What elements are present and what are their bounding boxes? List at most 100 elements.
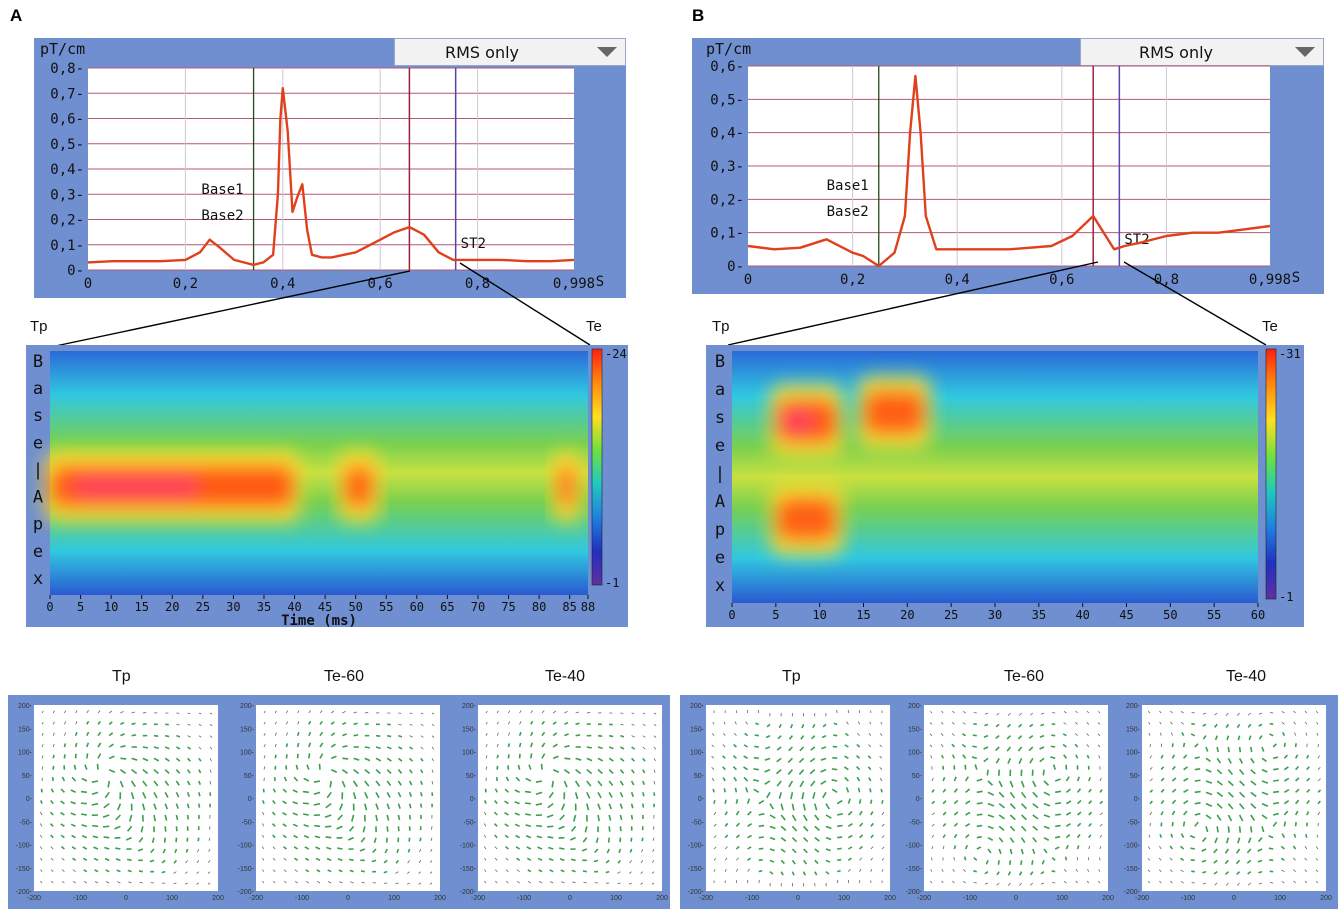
field-arrow <box>540 763 543 770</box>
field-arrow <box>429 882 433 885</box>
field-arrow <box>431 712 435 715</box>
field-arrow <box>1009 791 1016 799</box>
field-arrow <box>1063 711 1067 714</box>
field-arrow <box>810 746 816 751</box>
field-arrow <box>1272 743 1277 748</box>
ecg-trace-line <box>747 74 1271 268</box>
field-arrow <box>1020 860 1023 866</box>
field-arrow <box>71 776 77 782</box>
field-arrow <box>86 742 90 748</box>
field-arrow <box>294 869 298 872</box>
field-arrow <box>175 826 178 832</box>
map-x-tick: -100 <box>517 895 531 902</box>
field-arrow <box>209 780 212 785</box>
field-arrow <box>584 826 588 833</box>
y-unit-label: pT/cm <box>40 40 86 58</box>
field-arrow <box>822 723 827 728</box>
field-arrow <box>640 860 644 864</box>
field-arrow <box>755 722 760 726</box>
field-arrow <box>811 735 816 740</box>
field-arrow <box>1029 712 1034 716</box>
field-arrow <box>418 882 422 885</box>
map-y-tick: 50- <box>912 773 923 780</box>
field-arrow <box>420 780 423 785</box>
field-arrow <box>51 880 54 884</box>
field-arrow <box>350 881 354 884</box>
heat-blob-red <box>343 464 375 509</box>
field-arrow <box>541 742 546 748</box>
field-arrow <box>196 882 200 885</box>
field-arrow <box>342 711 346 714</box>
field-arrow <box>397 791 402 798</box>
vector-map-1: 200-150-100-50-0--50--100--150--200--200… <box>238 703 446 902</box>
field-arrow <box>70 789 76 794</box>
x-tick-label: 30 <box>988 608 1002 622</box>
rms-dropdown[interactable]: RMS only <box>394 38 626 66</box>
field-arrow <box>1088 845 1091 850</box>
field-arrow <box>984 882 989 885</box>
field-arrow <box>745 787 749 793</box>
field-arrow <box>1269 722 1274 726</box>
field-arrow <box>60 846 65 850</box>
field-arrow <box>821 734 827 739</box>
field-arrow <box>341 769 349 775</box>
field-arrow <box>847 822 853 827</box>
field-arrow <box>734 787 738 793</box>
field-arrow <box>395 882 399 885</box>
field-arrow <box>302 790 309 794</box>
field-arrow <box>198 735 202 738</box>
field-arrow <box>976 790 983 794</box>
field-arrow <box>791 871 795 876</box>
field-arrow <box>94 869 99 873</box>
field-arrow <box>629 848 633 853</box>
field-arrow <box>548 857 554 862</box>
chevron-down-icon[interactable] <box>1295 47 1315 57</box>
field-arrow <box>642 723 646 726</box>
field-arrow <box>758 836 764 839</box>
field-arrow <box>844 755 849 760</box>
field-arrow <box>324 825 332 828</box>
field-arrow <box>1246 848 1252 854</box>
field-arrow <box>1304 869 1308 872</box>
field-arrow <box>631 723 635 726</box>
field-arrow <box>812 792 816 800</box>
field-arrow <box>485 732 488 736</box>
field-arrow <box>747 868 750 872</box>
field-arrow <box>586 757 593 762</box>
field-arrow <box>153 757 160 762</box>
field-arrow <box>1032 814 1039 820</box>
field-arrow <box>653 826 655 830</box>
field-arrow <box>115 814 121 821</box>
map-y-tick: 50- <box>1130 773 1141 780</box>
field-arrow <box>868 777 872 782</box>
field-arrow <box>996 871 1000 876</box>
chevron-down-icon[interactable] <box>597 47 617 57</box>
field-arrow <box>142 769 149 775</box>
field-arrow <box>1065 788 1071 793</box>
field-arrow <box>397 780 402 786</box>
field-arrow <box>833 722 838 726</box>
field-arrow <box>713 869 716 872</box>
field-arrow <box>837 858 842 862</box>
field-arrow <box>304 846 310 850</box>
field-arrow <box>386 746 392 750</box>
field-arrow <box>60 788 65 793</box>
field-arrow <box>1294 754 1299 759</box>
field-arrow <box>1247 871 1252 875</box>
field-arrow <box>1170 833 1174 838</box>
field-arrow <box>1237 837 1241 844</box>
field-arrow <box>282 823 287 827</box>
field-arrow <box>97 710 101 714</box>
field-arrow <box>164 769 170 774</box>
field-arrow <box>869 721 872 725</box>
field-arrow <box>803 825 809 832</box>
map-y-tick: -150- <box>238 866 255 873</box>
field-arrow <box>1009 837 1015 843</box>
field-arrow <box>753 756 759 760</box>
vector-map-0: 200-150-100-50-0--50--100--150--200--200… <box>16 703 224 902</box>
field-arrow <box>965 811 971 816</box>
field-arrow <box>1020 780 1025 788</box>
field-arrow <box>1202 712 1207 715</box>
x-tick-label: 0 <box>744 272 752 288</box>
field-arrow <box>976 813 983 816</box>
